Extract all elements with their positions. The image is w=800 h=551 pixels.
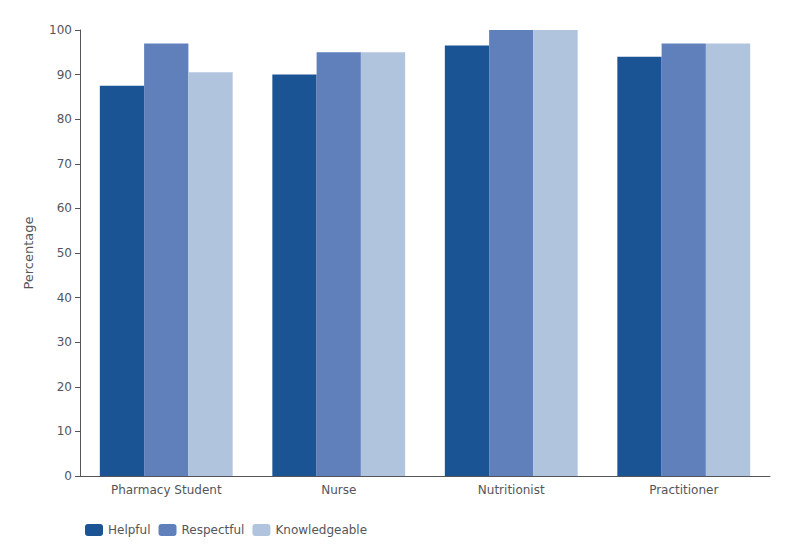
svg-text:10: 10 bbox=[57, 424, 72, 438]
svg-text:0: 0 bbox=[64, 469, 72, 483]
svg-text:Respectful: Respectful bbox=[182, 523, 245, 537]
svg-text:80: 80 bbox=[57, 112, 72, 126]
svg-text:70: 70 bbox=[57, 157, 72, 171]
svg-text:Nutritionist: Nutritionist bbox=[478, 483, 545, 497]
svg-text:Nurse: Nurse bbox=[321, 483, 356, 497]
svg-text:100: 100 bbox=[49, 23, 72, 37]
svg-text:60: 60 bbox=[57, 201, 72, 215]
svg-text:20: 20 bbox=[57, 380, 72, 394]
svg-text:Knowledgeable: Knowledgeable bbox=[275, 523, 367, 537]
svg-text:90: 90 bbox=[57, 68, 72, 82]
svg-text:40: 40 bbox=[57, 291, 72, 305]
svg-text:Helpful: Helpful bbox=[108, 523, 151, 537]
svg-text:50: 50 bbox=[57, 246, 72, 260]
svg-text:Pharmacy Student: Pharmacy Student bbox=[111, 483, 222, 497]
svg-text:Percentage: Percentage bbox=[21, 216, 36, 289]
svg-text:30: 30 bbox=[57, 335, 72, 349]
svg-text:Practitioner: Practitioner bbox=[649, 483, 718, 497]
